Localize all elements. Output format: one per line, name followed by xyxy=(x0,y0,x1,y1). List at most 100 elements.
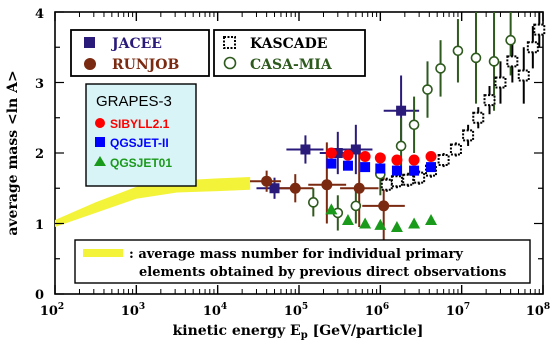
sibyll2-1-point xyxy=(325,147,337,159)
grapes3-legend-title: GRAPES-3 xyxy=(96,93,172,110)
kascade-point xyxy=(462,129,475,142)
kascade-point xyxy=(449,143,462,156)
direct-band-layer xyxy=(55,177,251,227)
runjob-point xyxy=(261,175,273,187)
qgsjet2-legend-marker xyxy=(95,137,105,147)
sibyll2-1-point xyxy=(374,152,386,164)
jacee-point xyxy=(332,148,343,158)
kascade-legend-label: KASCADE xyxy=(250,36,327,52)
sibyll2-1-point xyxy=(342,149,354,161)
jacee-point xyxy=(396,105,407,116)
x-axis-title: kinetic energy Ep [GeV/particle] xyxy=(173,323,424,341)
jacee-legend-label: JACEE xyxy=(110,36,162,52)
jacee-point xyxy=(300,144,311,155)
qgsjet-ii-point xyxy=(326,158,337,169)
band-note-box xyxy=(74,239,531,284)
qgsjet01-point xyxy=(325,203,338,215)
kascade-point xyxy=(437,154,450,167)
qgsjet-ii-point xyxy=(360,162,371,173)
x-tick-label: 105 xyxy=(284,302,308,319)
legend-box xyxy=(213,29,366,77)
kascade-point xyxy=(390,175,403,188)
qgsjet01-legend-marker xyxy=(94,156,106,166)
qgsjet01-point xyxy=(374,218,387,230)
runjob-point xyxy=(378,200,390,212)
runjob-legend-marker xyxy=(84,58,96,70)
kascade-point xyxy=(506,55,519,68)
casa-mia-point xyxy=(350,200,362,212)
kascade-point xyxy=(526,41,539,54)
qgsjet01-point xyxy=(408,217,421,229)
casa-mia-point xyxy=(488,56,500,67)
x-tick-label: 108 xyxy=(526,302,550,319)
qgsjet01-point xyxy=(341,213,354,225)
qgsjet01-point xyxy=(359,217,372,229)
band-note-line1: : average mass number for individual pri… xyxy=(129,247,463,262)
runjob-point xyxy=(353,182,365,194)
qgsjet01-legend-label: QGSJET01 xyxy=(110,156,172,170)
y-tick-label: 3 xyxy=(35,77,44,92)
kascade-point xyxy=(494,76,507,89)
casa-mia-legend-marker xyxy=(223,56,237,70)
kascade-point xyxy=(517,69,530,82)
x-tick-labels: 102 103 104 105 106 107 108 xyxy=(40,302,550,319)
direct-band xyxy=(55,177,251,227)
casa-mia-point xyxy=(470,52,482,64)
kascade-point xyxy=(380,178,393,191)
casa-mia-point xyxy=(452,45,464,57)
axis-ticks xyxy=(54,11,544,295)
kascade-point xyxy=(413,171,426,184)
qgsjet-ii-point xyxy=(409,165,420,176)
casa-mia-point xyxy=(505,34,516,46)
qgsjet-ii-point xyxy=(391,165,402,176)
y-tick-label: 2 xyxy=(35,147,44,162)
qgsjet-ii-point xyxy=(342,160,353,171)
runjob-point xyxy=(289,182,301,194)
kascade-point xyxy=(402,173,415,186)
qgsjet2-legend-label: QGSJET-II xyxy=(110,136,169,150)
legend-air-shower: KASCADE CASA-MIA xyxy=(213,29,366,77)
casa-mia-point xyxy=(408,119,420,131)
runjob-point xyxy=(321,179,333,191)
data-marks xyxy=(261,23,546,233)
legend-direct-experiments: JACEE RUNJOB xyxy=(70,29,210,77)
sibyll2-1-point xyxy=(425,151,437,163)
qgsjet01-point xyxy=(390,221,403,233)
casa-mia-legend-label: CASA-MIA xyxy=(250,57,333,73)
y-tick-label: 1 xyxy=(35,218,44,233)
kascade-point xyxy=(472,111,485,124)
y-tick-label: 4 xyxy=(35,7,44,22)
y-tick-label: 0 xyxy=(35,288,44,303)
jacee-point xyxy=(350,144,361,155)
qgsjet01-point xyxy=(425,213,438,225)
sibyll2-1-point xyxy=(391,154,403,166)
sibyll2-1-point xyxy=(408,154,420,166)
runjob-legend-label: RUNJOB xyxy=(112,57,179,73)
casa-mia-point xyxy=(308,197,319,208)
qgsjet-ii-point xyxy=(375,163,386,174)
band-note: : average mass number for individual pri… xyxy=(74,239,531,284)
legend-box xyxy=(85,83,197,187)
kascade-legend-marker xyxy=(223,36,236,49)
band-note-line2: elements obtained by previous direct obs… xyxy=(139,265,506,280)
jacee-legend-marker xyxy=(84,37,95,48)
casa-mia-point xyxy=(435,63,446,74)
casa-mia-point xyxy=(422,84,433,95)
y-axis-title: average mass <ln A> xyxy=(5,70,21,235)
x-tick-label: 102 xyxy=(40,302,64,319)
y-tick-labels: 0 1 2 3 4 xyxy=(35,7,44,303)
legend-grapes3: GRAPES-3 SIBYLL2.1 QGSJET-II QGSJET01 xyxy=(85,83,197,187)
kascade-point xyxy=(533,23,546,36)
qgsjet-ii-point xyxy=(426,162,437,173)
sibyll2-1-point xyxy=(359,151,371,163)
kascade-point xyxy=(483,94,496,107)
x-tick-label: 103 xyxy=(121,302,145,319)
sibyll-legend-label: SIBYLL2.1 xyxy=(110,117,170,131)
band-note-swatch xyxy=(83,249,123,257)
casa-mia-point xyxy=(395,140,407,152)
x-tick-label: 106 xyxy=(365,302,389,319)
sibyll-legend-marker xyxy=(95,118,105,128)
jacee-point xyxy=(269,183,280,194)
x-tick-label: 104 xyxy=(203,302,227,319)
